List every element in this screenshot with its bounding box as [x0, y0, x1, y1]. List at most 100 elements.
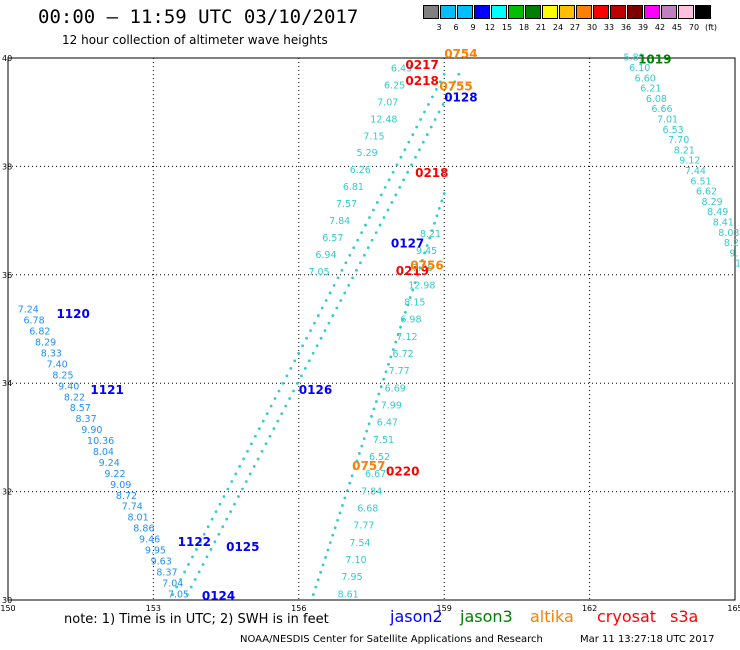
track-point: [183, 570, 186, 574]
scale-label: 39: [637, 23, 649, 32]
scale-label: 30: [586, 23, 598, 32]
pass-time-label: 0124: [202, 589, 235, 603]
swh-value-label: 8.15: [404, 298, 425, 309]
track-point: [445, 95, 449, 99]
swh-value-label: 8.29: [35, 338, 56, 349]
track-point: [374, 400, 378, 403]
track-point: [316, 578, 320, 582]
pass-time-label: 0756: [410, 258, 443, 272]
pass-time-label: 1120: [56, 307, 89, 321]
swh-value-label: 7.84: [361, 486, 382, 497]
swh-value-label: 7.54: [349, 538, 370, 549]
track-point: [433, 118, 437, 121]
track-point: [213, 540, 217, 544]
track-point: [437, 110, 441, 114]
track-point: [311, 593, 315, 596]
swh-value-label: 12.98: [408, 280, 435, 291]
scale-swatch: [440, 5, 456, 19]
track-point: [368, 216, 371, 219]
lat-tick-label: 32: [2, 488, 12, 497]
track-point: [240, 487, 244, 491]
swh-value-label: 8.22: [64, 392, 85, 403]
track-point: [359, 261, 362, 265]
scale-label: 3: [436, 23, 442, 32]
track-point: [273, 397, 277, 400]
scale-label: 42: [654, 23, 666, 32]
scale-label: 6: [453, 23, 459, 32]
swh-value-label: 9.09: [110, 480, 131, 491]
generation-timestamp: Mar 11 13:27:18 UTC 2017: [580, 634, 715, 645]
pass-time-label: 0755: [439, 80, 472, 94]
track-point: [423, 110, 426, 114]
track-point: [387, 362, 390, 366]
swh-value-label: 7.35: [412, 263, 433, 274]
scale-label: 18: [518, 23, 530, 32]
track-point: [374, 231, 378, 235]
track-point: [394, 340, 398, 344]
track-point: [305, 336, 308, 340]
swh-value-label: 9.90: [81, 425, 102, 436]
swh-value-label: 8.21: [674, 145, 695, 156]
scale-swatch: [559, 5, 575, 19]
track-point: [198, 540, 202, 544]
track-point: [189, 585, 193, 589]
track-point: [257, 427, 261, 431]
track-point: [340, 268, 344, 272]
swh-value-label: 6.26: [350, 165, 371, 176]
track-point: [387, 178, 391, 182]
track-point: [265, 412, 269, 415]
lon-tick-label: 159: [437, 604, 452, 613]
swh-value-label: 8.72: [116, 491, 137, 502]
track-point: [319, 336, 323, 340]
scale-label: 70: [688, 23, 700, 32]
track-point: [399, 155, 403, 159]
track-point: [421, 140, 425, 144]
track-point: [269, 404, 273, 408]
track-point: [209, 547, 213, 551]
track-point: [350, 474, 354, 478]
track-point: [314, 585, 318, 589]
swh-value-label: 6.53: [663, 125, 684, 136]
swh-value-label: 8.2: [724, 238, 739, 249]
track-point: [394, 193, 398, 197]
swh-value-label: 6.51: [690, 176, 711, 187]
track-point: [280, 412, 284, 415]
track-point: [297, 351, 301, 355]
swh-value-label: 6.62: [696, 187, 717, 198]
track-point: [292, 389, 295, 393]
track-point: [299, 374, 303, 378]
track-point: [253, 434, 257, 438]
pass-time-label: 1122: [178, 535, 211, 549]
track-point: [425, 244, 429, 247]
track-point: [221, 525, 225, 529]
swh-value-label: 8.25: [52, 370, 73, 381]
track-point: [268, 434, 272, 438]
scale-label: 27: [569, 23, 581, 32]
track-point: [457, 72, 461, 76]
pass-time-label: 0754: [444, 47, 477, 61]
track-point: [293, 359, 297, 363]
swh-value-label: 10: [735, 259, 740, 270]
track-point: [355, 268, 358, 272]
pass-time-label: 0217: [405, 58, 438, 72]
pass-time-label: 0125: [226, 540, 259, 554]
track-point: [360, 231, 363, 235]
track-point: [408, 296, 412, 299]
track-point: [202, 532, 206, 536]
swh-value-label: 9.46: [139, 535, 160, 546]
track-point: [321, 563, 325, 567]
track-point: [345, 489, 349, 492]
swh-value-label: 8.01: [127, 513, 148, 524]
track-point: [193, 578, 197, 581]
track-point: [360, 444, 364, 448]
track-point: [371, 208, 375, 212]
pass-time-label: 0220: [386, 464, 419, 478]
track-point: [427, 103, 430, 106]
track-point: [353, 466, 356, 470]
pass-time-label: 0218: [415, 166, 448, 180]
swh-value-label: 7.24: [18, 305, 39, 316]
track-point: [442, 72, 446, 76]
swh-value-label: 9.45: [416, 246, 437, 257]
track-point: [433, 221, 436, 225]
